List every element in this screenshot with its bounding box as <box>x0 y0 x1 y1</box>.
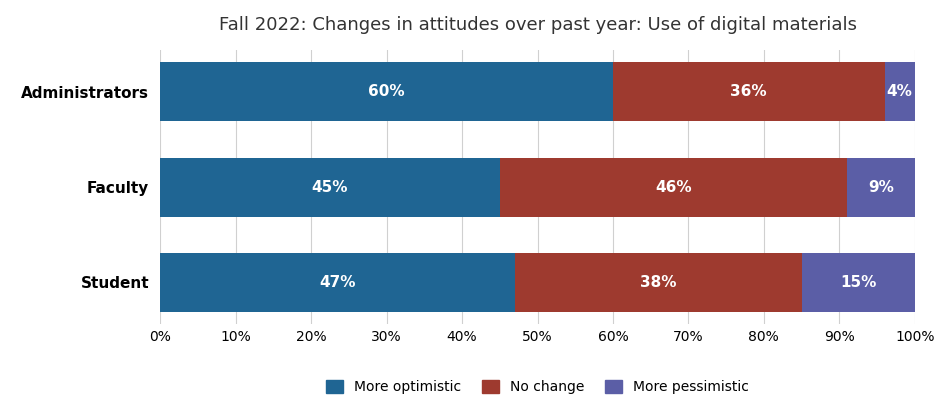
Text: 45%: 45% <box>312 180 348 195</box>
Text: 4%: 4% <box>886 84 913 99</box>
Text: 15%: 15% <box>840 275 876 290</box>
Text: 60%: 60% <box>369 84 405 99</box>
Bar <box>500 158 847 217</box>
Bar <box>802 253 915 312</box>
Bar <box>847 158 915 217</box>
Bar <box>160 253 515 312</box>
Title: Fall 2022: Changes in attitudes over past year: Use of digital materials: Fall 2022: Changes in attitudes over pas… <box>219 17 856 35</box>
Text: 47%: 47% <box>320 275 356 290</box>
Text: 36%: 36% <box>731 84 767 99</box>
Text: 9%: 9% <box>868 180 894 195</box>
Bar <box>160 62 613 121</box>
Text: 46%: 46% <box>655 180 691 195</box>
Bar <box>613 62 885 121</box>
Bar <box>885 62 915 121</box>
Bar <box>515 253 802 312</box>
Bar <box>160 158 500 217</box>
Legend: More optimistic, No change, More pessimistic: More optimistic, No change, More pessimi… <box>321 375 754 400</box>
Text: 38%: 38% <box>640 275 676 290</box>
